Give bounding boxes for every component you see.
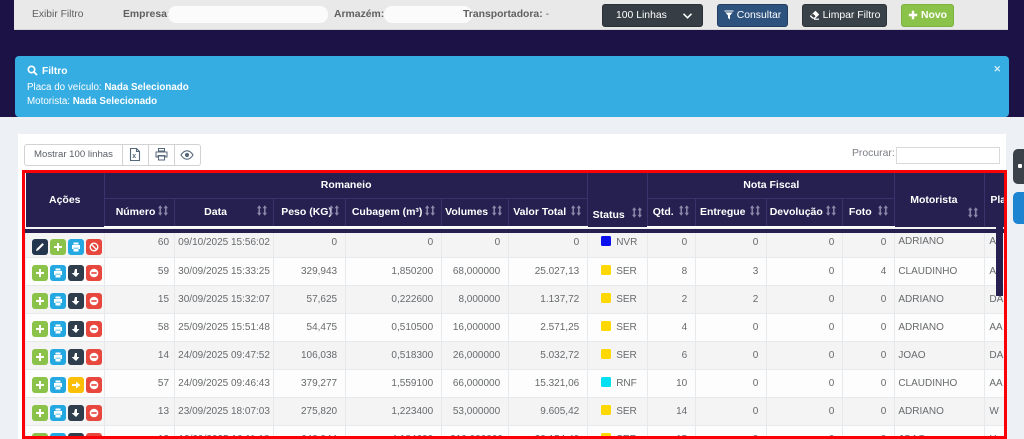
svg-text:x: x <box>133 153 137 160</box>
